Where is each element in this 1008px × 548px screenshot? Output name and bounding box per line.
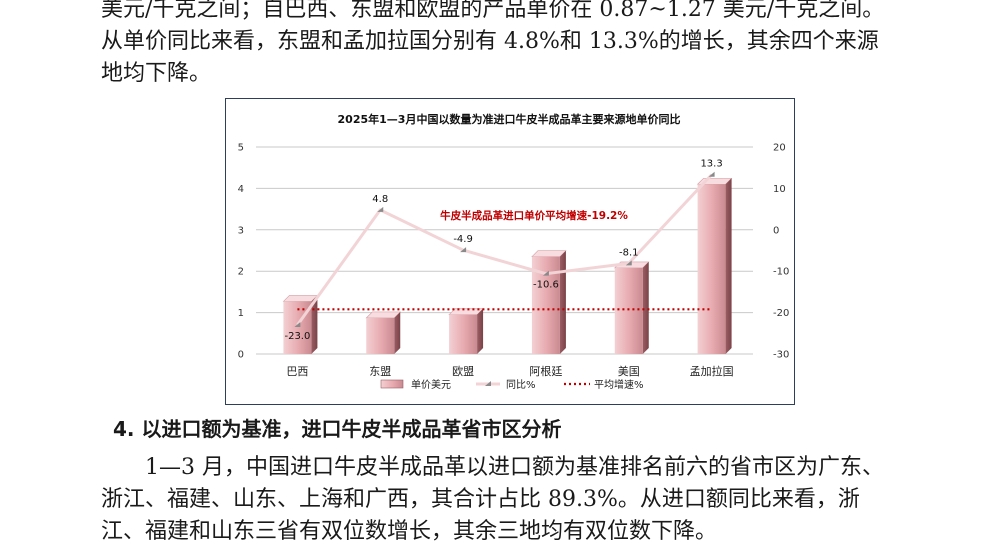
legend-label: 同比% — [506, 379, 536, 391]
section-heading: 4. 以进口额为基准，进口牛皮半成品革省市区分析 — [113, 417, 562, 441]
yoy-marker — [294, 322, 301, 328]
legend-label: 平均增速% — [594, 378, 644, 391]
y-right-tick-label: 10 — [773, 184, 786, 195]
y-left-tick-label: 1 — [238, 308, 244, 319]
chart-svg: 2025年1—3月中国以数量为准进口牛皮半成品革主要来源地单价同比 0 1 2 3 4 5… — [238, 112, 790, 391]
yoy-marker — [542, 270, 549, 276]
chart-annotation: 牛皮半成品革进口单价平均增速-19.2% — [440, 209, 628, 222]
y-left-tick-label: 5 — [238, 143, 244, 154]
bar — [366, 317, 395, 354]
bar-top — [282, 295, 319, 302]
y-left-tick-label: 2 — [238, 267, 244, 278]
chart-title: 2025年1—3月中国以数量为准进口牛皮半成品革主要来源地单价同比 — [338, 112, 681, 126]
text-line: 江、福建和山东三省有双位数增长，其余三地均有双位数下降。 — [101, 519, 718, 544]
bar-side — [477, 308, 484, 354]
y-right-tick-label: -30 — [773, 350, 789, 361]
yoy-data-label: 13.3 — [700, 159, 722, 170]
chart-legend: 单价美元 同比% 平均增速% — [380, 378, 644, 391]
x-category-label: 巴西 — [286, 365, 308, 378]
paragraph-top: 美元/千克之间；自巴西、东盟和欧盟的产品单价在 0.87~1.27 美元/千克之… — [101, 0, 921, 90]
yoy-data-label: 4.8 — [372, 194, 388, 205]
y-left-tick-label: 3 — [238, 225, 244, 236]
y-left-tick-label: 4 — [238, 184, 244, 195]
x-category-label: 东盟 — [369, 365, 391, 378]
legend-swatch-bar — [380, 379, 404, 389]
y-right-tick-label: -10 — [773, 267, 789, 278]
yoy-data-label: -10.6 — [533, 280, 559, 291]
y-right-tick-label: 20 — [773, 143, 786, 154]
yoy-marker — [460, 247, 467, 253]
bar — [614, 267, 643, 354]
x-category-label: 美国 — [618, 365, 640, 378]
chart-figure: 2025年1—3月中国以数量为准进口牛皮半成品革主要来源地单价同比 0 1 2 3 4 5… — [225, 98, 795, 405]
x-category-label: 阿根廷 — [529, 364, 562, 378]
bar-side — [642, 261, 649, 354]
text-line: 地均下降。 — [101, 61, 212, 86]
yoy-line — [296, 173, 713, 326]
x-category-label: 欧盟 — [452, 365, 474, 378]
legend-label: 单价美元 — [411, 378, 451, 391]
text-line: 浙江、福建、山东、上海和广西，其合计占比 89.3%。从进口额同比来看，浙 — [101, 487, 860, 512]
text-line: 从单价同比来看，东盟和孟加拉国分别有 4.8%和 13.3%的增长，其余四个来源 — [101, 29, 879, 54]
yoy-marker — [625, 260, 632, 266]
bar — [697, 184, 726, 354]
y-right-tick-label: -20 — [773, 308, 789, 319]
bar-side — [394, 311, 401, 354]
yoy-data-label: -23.0 — [284, 331, 310, 342]
x-category-label: 孟加拉国 — [690, 364, 734, 378]
yoy-marker — [377, 206, 384, 212]
text-line: 美元/千克之间；自巴西、东盟和欧盟的产品单价在 0.87~1.27 美元/千克之… — [101, 0, 885, 22]
bar — [449, 314, 478, 354]
bar-side — [725, 178, 732, 354]
paragraph-bottom: 1—3 月，中国进口牛皮半成品革以进口额为基准排名前六的省市区为广东、 浙江、福… — [101, 452, 921, 548]
text-line: 1—3 月，中国进口牛皮半成品革以进口额为基准排名前六的省市区为广东、 — [145, 455, 884, 480]
yoy-data-label: -8.1 — [619, 247, 639, 258]
y-left-tick-label: 0 — [238, 350, 244, 361]
y-right-tick-label: 0 — [773, 225, 779, 236]
legend-swatch-marker — [485, 381, 491, 386]
yoy-data-label: -4.9 — [453, 234, 473, 245]
yoy-marker — [708, 171, 715, 177]
bar-side — [559, 250, 566, 354]
